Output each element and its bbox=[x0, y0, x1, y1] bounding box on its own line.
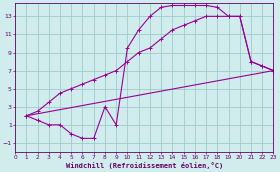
X-axis label: Windchill (Refroidissement éolien,°C): Windchill (Refroidissement éolien,°C) bbox=[66, 162, 223, 169]
